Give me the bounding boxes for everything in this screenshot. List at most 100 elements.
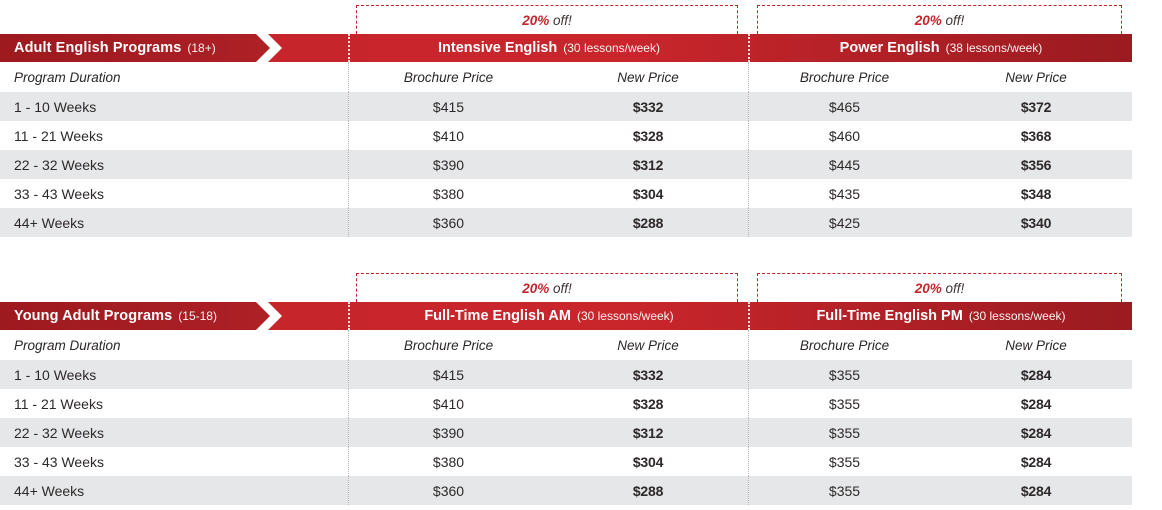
duration-cell: 22 - 32 Weeks xyxy=(14,424,105,441)
duration-cell: 11 - 21 Weeks xyxy=(14,395,103,412)
discount-percent: 20% xyxy=(522,12,550,28)
category-age-note: (18+) xyxy=(187,41,216,55)
duration-column-header: Program Duration xyxy=(14,337,121,353)
category-title: Young Adult Programs xyxy=(14,308,173,324)
column-header-row: Program Duration Brochure Price New Pric… xyxy=(0,62,1132,92)
duration-cell: 33 - 43 Weeks xyxy=(14,453,105,470)
brochure-price-header: Brochure Price xyxy=(748,330,940,360)
new-price-cell: $288 xyxy=(632,482,664,499)
section-subtitle: (38 lessons/week) xyxy=(945,41,1043,55)
column-header-row: Program Duration Brochure Price New Pric… xyxy=(0,330,1132,360)
duration-column-header: Program Duration xyxy=(14,69,121,85)
brochure-price-cell: $415 xyxy=(348,92,548,121)
new-price-cell: $288 xyxy=(632,214,664,231)
new-price-cell: $328 xyxy=(632,395,664,412)
brochure-price-cell: $360 xyxy=(348,476,548,505)
brochure-price-cell: $445 xyxy=(748,150,940,179)
discount-badge: 20% off! xyxy=(356,5,738,34)
new-price-cell: $284 xyxy=(1020,453,1052,470)
table-row: 22 - 32 Weeks $390 $312 $445 $356 xyxy=(0,150,1132,179)
table-row: 44+ Weeks $360 $288 $355 $284 xyxy=(0,476,1132,505)
duration-cell: 44+ Weeks xyxy=(14,482,85,499)
section-title: Full-Time English AM xyxy=(424,308,571,324)
discount-badge: 20% off! xyxy=(757,273,1122,302)
duration-cell: 11 - 21 Weeks xyxy=(14,127,103,144)
table-row: 11 - 21 Weeks $410 $328 $460 $368 xyxy=(0,121,1132,150)
discount-suffix: off! xyxy=(549,280,572,296)
duration-cell: 1 - 10 Weeks xyxy=(14,366,97,383)
section-header-fulltime-am: Full-Time English AM (30 lessons/week) xyxy=(348,302,748,330)
table-body: 1 - 10 Weeks $415 $332 $465 $372 11 - 21… xyxy=(0,92,1132,237)
discount-percent: 20% xyxy=(914,280,942,296)
new-price-cell: $368 xyxy=(1020,127,1052,144)
table-banner: Adult English Programs (18+) Intensive E… xyxy=(0,34,1132,62)
table-row: 1 - 10 Weeks $415 $332 $355 $284 xyxy=(0,360,1132,389)
new-price-cell: $284 xyxy=(1020,424,1052,441)
section-subtitle: (30 lessons/week) xyxy=(563,41,660,55)
brochure-price-cell: $360 xyxy=(348,208,548,237)
brochure-price-cell: $380 xyxy=(348,447,548,476)
table-body: 1 - 10 Weeks $415 $332 $355 $284 11 - 21… xyxy=(0,360,1132,505)
new-price-cell: $284 xyxy=(1020,395,1052,412)
new-price-cell: $332 xyxy=(632,98,664,115)
new-price-cell: $312 xyxy=(632,156,664,173)
new-price-cell: $328 xyxy=(632,127,664,144)
category-banner: Young Adult Programs (15-18) xyxy=(0,302,270,330)
new-price-cell: $372 xyxy=(1020,98,1052,115)
discount-badge: 20% off! xyxy=(757,5,1122,34)
brochure-price-cell: $355 xyxy=(748,389,940,418)
brochure-price-cell: $435 xyxy=(748,179,940,208)
section-header-power-english: Power English (38 lessons/week) xyxy=(748,34,1132,62)
discount-percent: 20% xyxy=(522,280,550,296)
new-price-cell: $304 xyxy=(632,453,664,470)
new-price-cell: $284 xyxy=(1020,366,1052,383)
section-title: Intensive English xyxy=(438,40,558,56)
table-row: 33 - 43 Weeks $380 $304 $435 $348 xyxy=(0,179,1132,208)
new-price-header: New Price xyxy=(617,337,679,353)
brochure-price-cell: $355 xyxy=(748,447,940,476)
section-header-fulltime-pm: Full-Time English PM (30 lessons/week) xyxy=(748,302,1132,330)
discount-suffix: off! xyxy=(941,12,965,28)
section-title: Full-Time English PM xyxy=(816,308,963,324)
young-adult-programs-table: 20% off! 20% off! Young Adult Programs (… xyxy=(0,273,1132,505)
new-price-cell: $348 xyxy=(1020,185,1052,202)
table-banner: Young Adult Programs (15-18) Full-Time E… xyxy=(0,302,1132,330)
brochure-price-header: Brochure Price xyxy=(348,330,548,360)
table-row: 11 - 21 Weeks $410 $328 $355 $284 xyxy=(0,389,1132,418)
table-row: 1 - 10 Weeks $415 $332 $465 $372 xyxy=(0,92,1132,121)
category-banner: Adult English Programs (18+) xyxy=(0,34,270,62)
section-subtitle: (30 lessons/week) xyxy=(576,309,674,323)
table-row: 22 - 32 Weeks $390 $312 $355 $284 xyxy=(0,418,1132,447)
new-price-header: New Price xyxy=(1005,337,1067,353)
brochure-price-header: Brochure Price xyxy=(748,62,940,92)
brochure-price-cell: $355 xyxy=(748,476,940,505)
section-subtitle: (30 lessons/week) xyxy=(968,309,1066,323)
table-row: 33 - 43 Weeks $380 $304 $355 $284 xyxy=(0,447,1132,476)
new-price-header: New Price xyxy=(617,69,679,85)
discount-percent: 20% xyxy=(914,12,942,28)
new-price-header: New Price xyxy=(1005,69,1067,85)
brochure-price-cell: $410 xyxy=(348,121,548,150)
section-header-intensive-english: Intensive English (30 lessons/week) xyxy=(348,34,748,62)
category-age-note: (15-18) xyxy=(178,309,217,323)
new-price-cell: $284 xyxy=(1020,482,1052,499)
new-price-cell: $332 xyxy=(632,366,664,383)
brochure-price-cell: $460 xyxy=(748,121,940,150)
brochure-price-cell: $380 xyxy=(348,179,548,208)
brochure-price-cell: $425 xyxy=(748,208,940,237)
duration-cell: 44+ Weeks xyxy=(14,214,85,231)
brochure-price-header: Brochure Price xyxy=(348,62,548,92)
table-row: 44+ Weeks $360 $288 $425 $340 xyxy=(0,208,1132,237)
discount-suffix: off! xyxy=(941,280,965,296)
new-price-cell: $356 xyxy=(1020,156,1052,173)
section-title: Power English xyxy=(839,40,940,56)
discount-suffix: off! xyxy=(549,12,572,28)
discount-badge-row: 20% off! 20% off! xyxy=(0,5,1132,34)
brochure-price-cell: $415 xyxy=(348,360,548,389)
new-price-cell: $312 xyxy=(632,424,664,441)
brochure-price-cell: $390 xyxy=(348,418,548,447)
brochure-price-cell: $355 xyxy=(748,360,940,389)
new-price-cell: $340 xyxy=(1020,214,1052,231)
brochure-price-cell: $465 xyxy=(748,92,940,121)
brochure-price-cell: $390 xyxy=(348,150,548,179)
